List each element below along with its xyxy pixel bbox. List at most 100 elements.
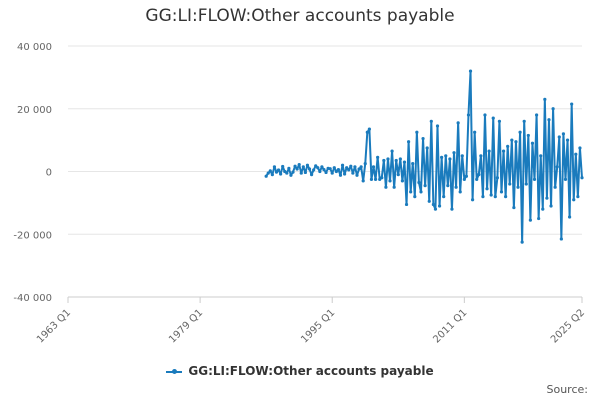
- data-point: [580, 176, 584, 180]
- data-point: [551, 107, 555, 111]
- data-point: [338, 173, 343, 177]
- y-tick-label: 0: [46, 168, 52, 179]
- data-point: [530, 141, 535, 145]
- data-point: [417, 180, 421, 185]
- data-point: [578, 146, 582, 150]
- data-point: [318, 169, 322, 174]
- data-point: [464, 174, 468, 178]
- data-point: [404, 202, 409, 207]
- data-point: [450, 207, 454, 211]
- data-point: [402, 160, 407, 164]
- data-point: [351, 171, 355, 175]
- legend[interactable]: GG:LI:FLOW:Other accounts payable: [0, 364, 600, 378]
- data-point: [388, 179, 392, 183]
- data-point: [429, 119, 433, 123]
- axes: 40 000 20 000 0 -20 000 -40 000 1963 Q1 1979 Q…: [13, 42, 587, 345]
- data-point: [520, 240, 524, 244]
- data-point: [470, 198, 475, 202]
- data-point: [495, 176, 499, 180]
- data-point: [477, 173, 481, 177]
- x-tick-label: 1963 Q1: [35, 307, 73, 345]
- data-point: [483, 113, 487, 117]
- data-point: [361, 179, 365, 183]
- data-point: [553, 185, 557, 189]
- data-point: [570, 102, 574, 106]
- data-point: [504, 195, 508, 199]
- data-point: [334, 169, 338, 174]
- data-point: [371, 165, 376, 169]
- data-point: [347, 168, 351, 172]
- data-point: [380, 176, 384, 180]
- data-point: [528, 218, 532, 222]
- data-point: [460, 154, 464, 158]
- data-point: [309, 173, 314, 177]
- data-point: [516, 185, 520, 189]
- x-tick-label: 1995 Q1: [299, 307, 337, 345]
- data-point: [475, 177, 479, 181]
- data-point: [345, 166, 349, 170]
- series-group: [264, 69, 584, 244]
- data-point: [574, 152, 578, 156]
- data-point: [396, 173, 400, 177]
- data-point: [534, 113, 539, 117]
- data-point: [400, 179, 405, 183]
- data-point: [433, 207, 438, 211]
- data-point: [547, 118, 551, 122]
- data-point: [427, 199, 431, 203]
- data-point: [307, 167, 312, 171]
- data-point: [411, 162, 415, 166]
- data-point: [316, 166, 320, 170]
- data-point: [355, 173, 359, 177]
- series-line: [265, 70, 583, 244]
- data-point: [272, 165, 277, 169]
- data-point: [324, 170, 328, 175]
- data-point: [440, 155, 444, 159]
- data-point: [303, 170, 307, 175]
- data-point: [390, 149, 394, 153]
- data-point: [266, 171, 270, 175]
- data-point: [409, 190, 413, 194]
- y-tick-label: 20 000: [17, 105, 52, 116]
- data-point: [268, 169, 272, 173]
- data-point: [287, 166, 291, 170]
- data-point: [435, 124, 440, 128]
- data-point: [561, 132, 566, 136]
- data-point: [487, 149, 491, 153]
- data-point: [522, 119, 526, 123]
- data-point: [454, 185, 458, 189]
- data-point: [363, 162, 367, 166]
- data-point: [376, 155, 380, 159]
- data-point: [518, 130, 522, 134]
- data-point: [301, 165, 305, 169]
- data-point: [270, 173, 274, 177]
- y-tick-label: -20 000: [13, 230, 52, 241]
- data-point: [493, 195, 497, 199]
- data-point: [563, 177, 568, 181]
- data-point: [328, 167, 332, 171]
- data-point: [274, 170, 279, 174]
- data-point: [320, 165, 324, 169]
- data-point: [491, 116, 495, 120]
- data-point: [572, 198, 576, 202]
- data-point: [537, 216, 541, 221]
- data-point: [423, 184, 427, 188]
- data-point: [532, 177, 537, 181]
- data-point: [398, 157, 402, 161]
- data-point: [468, 69, 473, 73]
- data-point: [264, 174, 268, 178]
- data-point: [508, 182, 512, 186]
- data-point: [365, 130, 369, 134]
- data-point: [425, 146, 429, 150]
- data-point: [314, 164, 318, 168]
- legend-line-symbol-icon: [166, 368, 183, 374]
- data-point: [407, 140, 411, 144]
- data-point: [499, 190, 504, 194]
- data-point: [285, 171, 289, 175]
- data-point: [559, 237, 563, 241]
- data-point: [446, 184, 450, 188]
- x-tick-label: 2025 Q2: [549, 307, 587, 345]
- data-point: [281, 164, 285, 169]
- y-tick-label: 40 000: [17, 42, 52, 53]
- data-point: [357, 167, 361, 171]
- x-tick-label: 2011 Q1: [431, 307, 469, 345]
